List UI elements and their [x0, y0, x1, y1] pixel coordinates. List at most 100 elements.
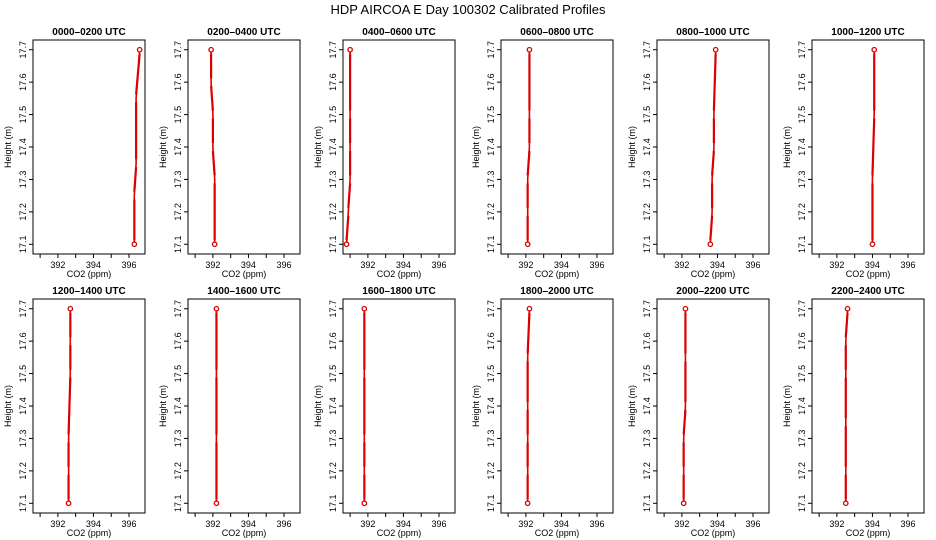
x-axis-label: CO2 (ppm)	[691, 269, 736, 279]
plot-box	[811, 39, 925, 255]
y-tick-label: 17.3	[18, 430, 28, 448]
y-tick-label: 17.4	[173, 397, 183, 415]
panels: 0000–0200 UTC 392 394 396 17.1 17.2 17.3 17.4 17…	[3, 27, 925, 538]
panel-title: 1200–1400 UTC	[52, 286, 125, 297]
y-tick-label: 17.5	[328, 106, 338, 124]
profile-endpoint	[526, 46, 533, 53]
y-tick-label: 17.3	[797, 171, 807, 189]
y-tick-label: 17.3	[328, 430, 338, 448]
x-tick-label: 392	[518, 519, 533, 529]
y-axis-label: Height (m)	[627, 385, 637, 427]
panel-title: 0400–0600 UTC	[362, 27, 435, 38]
panel-9: 1600–1800 UTC 392 394 396 17.1 17.2 17.3 17.4 17…	[313, 286, 456, 538]
plot-box	[187, 39, 301, 255]
panel-title: 1600–1800 UTC	[362, 286, 435, 297]
x-tick-label: 396	[900, 519, 915, 529]
y-tick-label: 17.2	[18, 462, 28, 480]
profile-endpoint	[213, 305, 220, 312]
x-tick-label: 396	[431, 519, 446, 529]
y-tick-label: 17.5	[486, 106, 496, 124]
plot-box	[187, 298, 301, 514]
profile-segment	[844, 312, 849, 338]
y-tick-label: 17.5	[642, 106, 652, 124]
y-tick-label: 17.4	[797, 138, 807, 156]
plot-box	[500, 39, 614, 255]
x-tick-label: 394	[554, 519, 569, 529]
panel-1: 0000–0200 UTC 392 394 396 17.1 17.2 17.3 17.4 17…	[3, 27, 146, 279]
y-tick-label: 17.4	[486, 397, 496, 415]
panel-3: 0400–0600 UTC 392 394 396 17.1 17.2 17.3 17.4 17…	[313, 27, 456, 279]
x-axis-label: CO2 (ppm)	[535, 269, 580, 279]
x-tick-label: 394	[86, 519, 101, 529]
y-tick-label: 17.4	[328, 397, 338, 415]
profile-endpoint	[524, 241, 531, 248]
panel-title: 0600–0800 UTC	[520, 27, 593, 38]
panel-title: 2200–2400 UTC	[831, 286, 904, 297]
y-tick-label: 17.7	[173, 300, 183, 318]
profile-segment	[526, 312, 531, 354]
y-tick-label: 17.6	[486, 332, 496, 350]
y-axis-label: Height (m)	[471, 126, 481, 168]
x-axis-label: CO2 (ppm)	[846, 269, 891, 279]
profile-endpoint	[208, 46, 214, 53]
y-axis-label: Height (m)	[471, 385, 481, 427]
profile-segment	[709, 215, 714, 241]
panel-4: 0600–0800 UTC 392 394 396 17.1 17.2 17.3 17.4 17…	[471, 27, 614, 279]
profile-endpoint	[707, 241, 714, 248]
y-tick-label: 17.3	[173, 430, 183, 448]
y-tick-label: 17.6	[642, 73, 652, 91]
y-tick-label: 17.2	[486, 462, 496, 480]
y-tick-label: 17.2	[486, 203, 496, 221]
figure-title: HDP AIRCOA E Day 100302 Calibrated Profi…	[330, 2, 606, 17]
x-tick-label: 396	[900, 260, 915, 270]
plot-box	[342, 39, 456, 255]
y-tick-label: 17.4	[642, 138, 652, 156]
y-axis-label: Height (m)	[158, 126, 168, 168]
profile-segment	[67, 377, 72, 435]
y-tick-label: 17.5	[18, 365, 28, 383]
profile-segment	[712, 53, 717, 111]
x-axis-label: CO2 (ppm)	[377, 269, 422, 279]
x-tick-label: 394	[396, 519, 411, 529]
y-axis-label: Height (m)	[158, 385, 168, 427]
panel-6: 1000–1200 UTC 392 394 396 17.1 17.2 17.3 17.4 17…	[782, 27, 925, 279]
y-tick-label: 17.1	[328, 495, 338, 513]
y-tick-label: 17.5	[173, 106, 183, 124]
y-tick-label: 17.3	[642, 171, 652, 189]
profile-endpoint	[524, 500, 531, 507]
profile-endpoint	[343, 241, 350, 248]
y-tick-label: 17.5	[642, 365, 652, 383]
y-tick-label: 17.2	[797, 462, 807, 480]
y-tick-label: 17.7	[18, 300, 28, 318]
y-tick-label: 17.1	[328, 236, 338, 254]
plot-box	[811, 298, 925, 514]
x-tick-label: 396	[745, 519, 760, 529]
x-tick-label: 396	[745, 260, 760, 270]
profile-segment	[133, 167, 138, 192]
panel-11: 2000–2200 UTC 392 394 396 17.1 17.2 17.3 17.4 17…	[627, 286, 770, 538]
x-axis-label: CO2 (ppm)	[691, 528, 736, 538]
profile-endpoint	[682, 305, 689, 312]
y-tick-label: 17.4	[18, 138, 28, 156]
y-tick-label: 17.3	[328, 171, 338, 189]
profile-endpoint	[842, 500, 849, 507]
y-axis-label: Height (m)	[3, 126, 13, 168]
x-axis-label: CO2 (ppm)	[377, 528, 422, 538]
y-tick-label: 17.3	[173, 171, 183, 189]
profile-endpoint	[213, 500, 220, 507]
profile-endpoint	[680, 500, 687, 507]
y-tick-label: 17.7	[486, 41, 496, 59]
y-tick-label: 17.3	[797, 430, 807, 448]
y-tick-label: 17.7	[642, 300, 652, 318]
y-tick-label: 17.7	[173, 41, 183, 59]
x-tick-label: 394	[865, 519, 880, 529]
x-tick-label: 392	[360, 519, 375, 529]
y-tick-label: 17.3	[486, 430, 496, 448]
profile-endpoint	[712, 46, 719, 53]
x-tick-label: 394	[396, 260, 411, 270]
y-axis-label: Height (m)	[627, 126, 637, 168]
profile-endpoint	[871, 46, 878, 53]
y-tick-label: 17.6	[18, 332, 28, 350]
x-tick-label: 392	[205, 519, 220, 529]
profile-endpoint	[844, 305, 851, 312]
